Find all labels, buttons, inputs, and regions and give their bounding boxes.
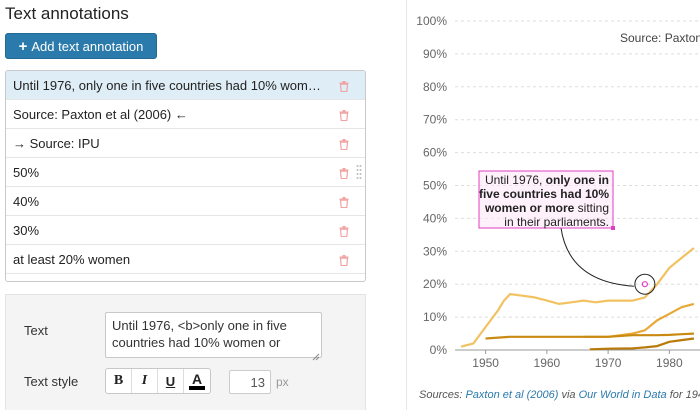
- footer-suffix: for 194: [669, 389, 700, 401]
- annotation-properties: Text Until 1976, <b>only one in five cou…: [5, 294, 366, 410]
- annotation-list-item[interactable]: 30%: [6, 216, 365, 245]
- y-tick-label: 100%: [416, 14, 447, 28]
- x-tick-label: 1970: [595, 356, 622, 370]
- trash-icon[interactable]: [339, 109, 349, 122]
- plus-icon: +: [18, 37, 28, 55]
- source-link-paxton[interactable]: Paxton et al (2006): [465, 389, 559, 401]
- font-size-unit: px: [276, 375, 289, 389]
- text-style-label: Text style: [24, 374, 79, 389]
- annotation-list-item-text: Until 1976, only one in five countries h…: [13, 77, 326, 93]
- annotation-list-item-text: Source: Paxton et al (2006) ←: [13, 106, 188, 122]
- annotation-text[interactable]: Until 1976, only one in five countries ha…: [479, 173, 609, 229]
- annotation-list-item-text: → Source: IPU: [13, 135, 100, 151]
- pane-divider: [406, 0, 407, 410]
- annotation-text-field[interactable]: Until 1976, <b>only one in five countrie…: [105, 312, 322, 358]
- y-tick-label: 10%: [423, 310, 447, 324]
- chart-footer-sources: Sources: Paxton et al (2006) via Our Wor…: [419, 389, 700, 401]
- trash-icon[interactable]: [339, 225, 349, 238]
- add-text-annotation-button[interactable]: + Add text annotation: [5, 33, 157, 59]
- y-tick-label: 80%: [423, 80, 447, 94]
- chart-preview: 100% 90% 80% 70% 60% 50% 40% 30% 20% 10% 0% 1950 196…: [407, 0, 700, 410]
- annotation-list-item-text: 50%: [13, 164, 40, 180]
- annotation-list-item[interactable]: Source: Paxton et al (2006) ←: [6, 100, 365, 129]
- x-tick-label: 1950: [472, 356, 499, 370]
- annotation-list-item[interactable]: at least 20% women: [6, 245, 365, 274]
- annotation-list-item[interactable]: Until 1976, only one in five countries h…: [6, 71, 365, 100]
- annotation-editor-panel: Text annotations + Add text annotation U…: [5, 4, 366, 410]
- annotation-list-item-text: at least 20% women: [13, 251, 131, 267]
- text-color-swatch: [189, 386, 205, 390]
- footer-via: via: [558, 389, 579, 401]
- resize-grip-icon[interactable]: [312, 348, 320, 361]
- text-style-toolbar: B I U A: [105, 368, 211, 394]
- underline-button[interactable]: U: [158, 369, 184, 393]
- trash-icon[interactable]: [339, 138, 349, 151]
- annotation-list-item-text: 30%: [13, 222, 40, 238]
- y-tick-label: 50%: [423, 179, 447, 193]
- trash-icon[interactable]: [339, 80, 349, 93]
- source-link-owid[interactable]: Our World in Data: [578, 389, 667, 401]
- font-size-input[interactable]: [229, 370, 271, 394]
- series-line-2[interactable]: [485, 332, 694, 340]
- annotation-resize-handle[interactable]: [611, 226, 615, 230]
- trash-icon[interactable]: [339, 196, 349, 209]
- y-tick-label: 70%: [423, 113, 447, 127]
- footer-prefix: Sources:: [419, 389, 466, 401]
- y-tick-label: 60%: [423, 146, 447, 160]
- text-color-button[interactable]: A: [184, 369, 210, 393]
- annotation-list-item[interactable]: → Source: IPU: [6, 129, 365, 158]
- y-tick-label: 90%: [423, 47, 447, 61]
- annotation-list-item-text: 40%: [13, 193, 40, 209]
- chart-source-annotation[interactable]: Source: Paxton e: [620, 31, 700, 45]
- add-button-label: Add text annotation: [31, 38, 144, 54]
- trash-icon[interactable]: [339, 254, 349, 267]
- text-label: Text: [24, 323, 48, 338]
- series-line-1[interactable]: [583, 302, 695, 338]
- annotation-target-circle[interactable]: [634, 273, 656, 295]
- annotation-list-item[interactable]: 50%: [6, 158, 365, 187]
- section-title: Text annotations: [5, 4, 129, 23]
- y-tick-label: 40%: [423, 211, 447, 225]
- trash-icon[interactable]: [339, 167, 349, 180]
- y-tick-label: 0%: [430, 343, 448, 357]
- annotation-list: Until 1976, only one in five countries h…: [5, 70, 366, 282]
- annotation-list-item[interactable]: 40%: [6, 187, 365, 216]
- x-tick-label: 1960: [534, 356, 561, 370]
- italic-button[interactable]: I: [132, 369, 158, 393]
- annotation-connector: [560, 227, 634, 287]
- text-color-icon: A: [191, 371, 203, 387]
- x-tick-label: 1980: [656, 356, 683, 370]
- y-tick-label: 30%: [423, 244, 447, 258]
- series-line-3[interactable]: [589, 337, 695, 351]
- y-tick-label: 20%: [423, 277, 447, 291]
- bold-button[interactable]: B: [106, 369, 132, 393]
- annotation-selection-box[interactable]: [478, 170, 614, 229]
- drag-handle-icon[interactable]: [356, 164, 362, 180]
- series-line-0[interactable]: [460, 247, 695, 348]
- chart-svg: 100% 90% 80% 70% 60% 50% 40% 30% 20% 10% 0% 1950 196…: [416, 14, 700, 370]
- annotation-anchor-handle[interactable]: [641, 281, 648, 288]
